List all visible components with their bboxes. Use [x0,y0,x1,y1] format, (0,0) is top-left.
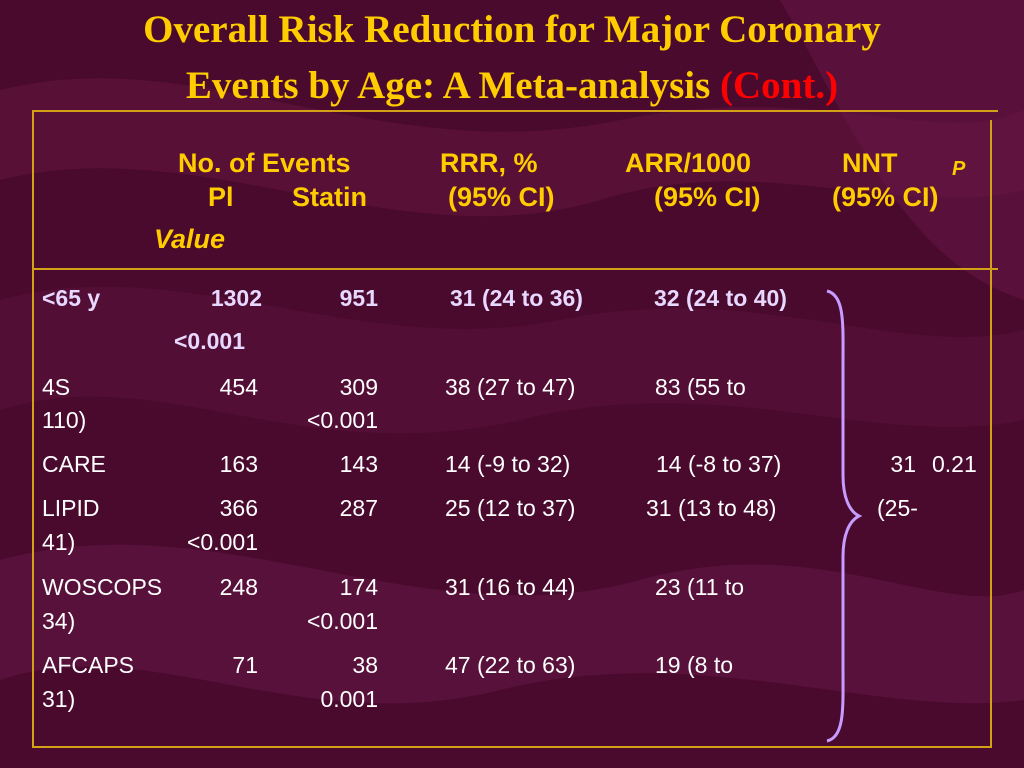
row-rrr: 25 (12 to 37) [445,495,576,521]
row-arr: 19 (8 to [655,652,733,678]
row-study: LIPID [42,495,100,521]
row-statin: 309 [339,374,378,400]
header-rule [32,268,998,270]
top-rule [32,110,998,112]
title-line-1: Overall Risk Reduction for Major Coronar… [143,8,881,51]
slide-title-line-2: Events by Age: A Meta-analysis (Cont.) [0,64,1024,108]
row-statin: 143 [339,451,378,477]
title-line-2: Events by Age: A Meta-analysis [185,64,711,107]
slide-title: Overall Risk Reduction for Major Coronar… [0,8,1024,52]
row-pl: 248 [219,574,258,600]
row-statin: 174 [339,574,378,600]
row-pl: 71 [232,652,258,678]
summary-rrr: 31 (24 to 36) [450,285,583,311]
summary-arr: 32 (24 to 40) [654,285,787,311]
title-cont: (Cont.) [720,64,839,107]
summary-p: <0.001 [174,328,245,354]
header-pl: Pl [208,182,234,212]
row-arr: 83 (55 to [655,374,746,400]
header-arr-ci: (95% CI) [654,182,761,212]
row-rrr: 31 (16 to 44) [445,574,576,600]
row-arr-cont: 110) [42,407,87,433]
header-nnt-ci: (95% CI) [832,182,939,212]
header-value: Value [154,224,226,254]
row-pl: 163 [219,451,258,477]
row-nnt-cont: 41) [42,529,76,555]
row-arr-cont: 34) [42,608,76,634]
row-p: <0.001 [187,529,258,555]
row-p: 0.001 [320,686,378,712]
header-nnt: NNT [842,148,898,178]
header-rrr: RRR, % [440,148,538,178]
row-rrr: 14 (-9 to 32) [445,451,571,477]
header-p: P [952,158,966,180]
row-study: CARE [42,451,106,477]
header-statin: Statin [292,182,368,212]
row-p: <0.001 [307,608,378,634]
row-arr: 31 (13 to 48) [646,495,777,521]
row-rrr: 38 (27 to 47) [445,374,576,400]
row-study: AFCAPS [42,652,135,678]
header-rrr-ci: (95% CI) [448,182,555,212]
header-no-events: No. of Events [178,148,351,178]
row-statin: 287 [339,495,378,521]
row-study: 4S [42,374,71,400]
summary-group: <65 y [42,285,101,311]
row-arr: 23 (11 to [655,574,745,600]
row-arr-cont: 31) [42,686,76,712]
header-arr: ARR/1000 [625,148,752,178]
row-pl: 366 [219,495,258,521]
summary-statin: 951 [339,285,378,311]
row-study: WOSCOPS [42,574,163,600]
summary-pl: 1302 [210,285,262,311]
row-pl: 454 [219,374,258,400]
row-nnt: (25- [877,495,918,521]
row-p: <0.001 [307,407,378,433]
curly-brace [826,289,863,743]
right-rule [990,120,992,748]
row-nnt: 31 [890,451,916,477]
row-rrr: 47 (22 to 63) [445,652,576,678]
row-p: 0.21 [932,451,977,477]
row-arr: 14 (-8 to 37) [656,451,782,477]
bottom-rule [32,746,992,748]
row-statin: 38 [352,652,378,678]
left-rule [32,112,34,748]
